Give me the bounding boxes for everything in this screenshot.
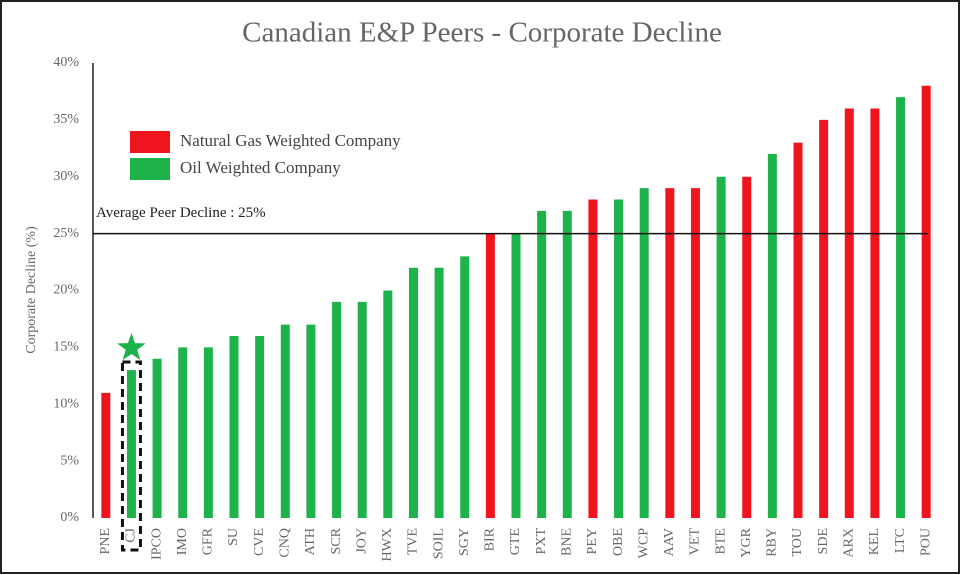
bar: [485, 233, 495, 518]
x-tick-label: SU: [226, 528, 241, 546]
x-tick-label: VET: [688, 528, 703, 556]
x-tick-label: CJ: [124, 527, 139, 542]
reference-label: Average Peer Decline : 25%: [96, 205, 266, 221]
bar: [562, 210, 572, 518]
bar: [742, 176, 752, 518]
x-tick-label: IMO: [175, 528, 190, 555]
y-tick-label: 5%: [60, 453, 79, 468]
x-tick-label: SDE: [816, 528, 831, 554]
bar: [203, 347, 213, 518]
bar: [665, 188, 675, 518]
bar: [639, 188, 649, 518]
y-tick-label: 30%: [53, 169, 79, 184]
chart-title: Canadian E&P Peers - Corporate Decline: [242, 17, 722, 49]
bar: [255, 336, 265, 518]
bar: [793, 142, 803, 518]
bar: [101, 392, 111, 518]
highlight-box: [120, 360, 142, 552]
x-tick-label: OBE: [611, 528, 626, 556]
bar: [152, 358, 162, 518]
y-tick-label: 10%: [53, 396, 79, 411]
bar: [126, 370, 136, 518]
bar: [460, 256, 470, 518]
legend-swatch: [130, 158, 170, 180]
x-tick-label: PXT: [534, 528, 549, 555]
bar: [229, 336, 239, 518]
bar: [280, 324, 290, 518]
bar: [408, 267, 418, 518]
y-tick-label: 0%: [60, 510, 79, 525]
x-tick-label: CVE: [252, 528, 267, 556]
x-tick-label: IPCO: [149, 528, 164, 560]
x-tick-label: BIR: [483, 527, 498, 551]
bar: [357, 301, 367, 518]
x-tick-label: AAV: [662, 528, 677, 557]
x-tick-label: TOU: [790, 528, 805, 557]
bar: [767, 154, 777, 518]
x-tick-label: LTC: [893, 528, 908, 553]
y-tick-label: 20%: [53, 283, 79, 298]
bar: [896, 97, 906, 518]
x-tick-label: SGY: [457, 528, 472, 556]
legend-swatch: [130, 131, 170, 153]
x-tick-label: BTE: [713, 528, 728, 554]
bar: [870, 108, 880, 518]
bar: [537, 210, 547, 518]
x-tick-label: RBY: [765, 528, 780, 557]
legend-label: Natural Gas Weighted Company: [180, 131, 401, 150]
x-tick-label: PEY: [585, 528, 600, 554]
x-tick-label: KEL: [867, 528, 882, 555]
x-tick-label: JOY: [354, 528, 369, 554]
x-tick-label: SCR: [329, 527, 344, 554]
x-tick-label: POU: [918, 528, 933, 556]
y-tick-label: 35%: [53, 112, 79, 127]
x-tick-label: SOIL: [431, 528, 446, 559]
highlight-star: [117, 333, 146, 361]
x-tick-label: PNE: [98, 528, 113, 554]
x-tick-label: ATH: [303, 528, 318, 555]
x-tick-label: ARX: [841, 528, 856, 558]
bar: [178, 347, 188, 518]
y-tick-label: 40%: [53, 55, 79, 70]
bar: [332, 301, 342, 518]
y-tick-label: 25%: [53, 226, 79, 241]
y-tick-label: 15%: [53, 340, 79, 355]
x-tick-label: HWX: [380, 528, 395, 561]
bar: [690, 188, 700, 518]
x-tick-label: YGR: [739, 527, 754, 557]
x-tick-label: WCP: [636, 528, 651, 559]
bar: [921, 85, 931, 518]
bar: [819, 119, 829, 518]
y-axis-label: Corporate Decline (%): [24, 226, 39, 354]
x-tick-label: GFR: [201, 527, 216, 555]
bar: [844, 108, 854, 518]
x-tick-label: TVE: [406, 528, 421, 555]
bar: [306, 324, 316, 518]
x-tick-label: CNQ: [277, 528, 292, 558]
legend-label: Oil Weighted Company: [180, 158, 341, 177]
x-tick-label: GTE: [508, 528, 523, 555]
bar: [716, 176, 726, 518]
bar: [511, 233, 521, 518]
bar: [588, 199, 598, 518]
x-tick-label: BNE: [559, 528, 574, 556]
bar: [614, 199, 624, 518]
bar: [434, 267, 444, 518]
bar: [383, 290, 393, 518]
